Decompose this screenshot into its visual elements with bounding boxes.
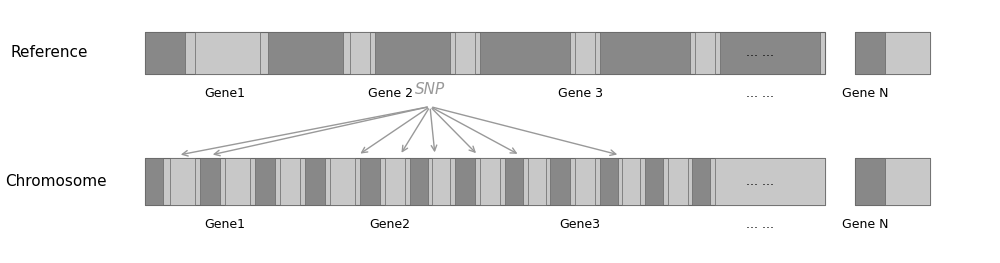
Text: Chromosome: Chromosome	[5, 174, 107, 189]
Text: Gene N: Gene N	[842, 87, 888, 100]
Bar	[855, 158, 885, 205]
Text: ... ...: ... ...	[746, 87, 774, 100]
Bar	[410, 158, 428, 205]
Bar	[855, 158, 930, 205]
Bar	[280, 158, 300, 205]
Bar	[330, 158, 355, 205]
Bar	[715, 158, 825, 205]
Bar	[145, 158, 163, 205]
Bar	[855, 32, 930, 74]
Bar	[145, 158, 825, 205]
Bar	[885, 32, 930, 74]
Text: Gene 3: Gene 3	[558, 87, 602, 100]
Bar	[455, 32, 475, 74]
Bar	[480, 158, 500, 205]
Bar	[695, 32, 715, 74]
Bar	[668, 158, 688, 205]
Bar	[550, 158, 570, 205]
Bar	[255, 158, 275, 205]
Bar	[645, 158, 663, 205]
Bar	[200, 158, 220, 205]
Bar	[720, 32, 820, 74]
Bar	[350, 32, 370, 74]
Bar	[145, 32, 825, 74]
Bar	[268, 32, 343, 74]
Text: ... ...: ... ...	[746, 46, 774, 59]
Bar	[622, 158, 640, 205]
Bar	[528, 158, 546, 205]
Bar	[575, 32, 595, 74]
Text: ... ...: ... ...	[746, 175, 774, 188]
Bar	[455, 158, 475, 205]
Text: Gene2: Gene2	[370, 218, 411, 231]
Bar	[195, 32, 260, 74]
Text: Gene1: Gene1	[205, 87, 246, 100]
Text: Gene N: Gene N	[842, 218, 888, 231]
Text: Gene 2: Gene 2	[368, 87, 413, 100]
Bar	[145, 32, 185, 74]
Bar	[225, 158, 250, 205]
Text: Gene3: Gene3	[560, 218, 600, 231]
Bar	[480, 32, 570, 74]
Bar	[505, 158, 523, 205]
Text: SNP: SNP	[415, 82, 445, 97]
Bar	[600, 32, 690, 74]
Text: Gene1: Gene1	[205, 218, 246, 231]
Bar	[855, 32, 885, 74]
Bar	[885, 158, 930, 205]
Bar	[600, 158, 618, 205]
Bar	[385, 158, 405, 205]
Bar	[170, 158, 195, 205]
Bar	[575, 158, 595, 205]
Bar	[360, 158, 380, 205]
Bar	[692, 158, 710, 205]
Text: Reference: Reference	[10, 45, 88, 60]
Text: ... ...: ... ...	[746, 218, 774, 231]
Bar	[375, 32, 450, 74]
Bar	[305, 158, 325, 205]
Bar	[432, 158, 450, 205]
